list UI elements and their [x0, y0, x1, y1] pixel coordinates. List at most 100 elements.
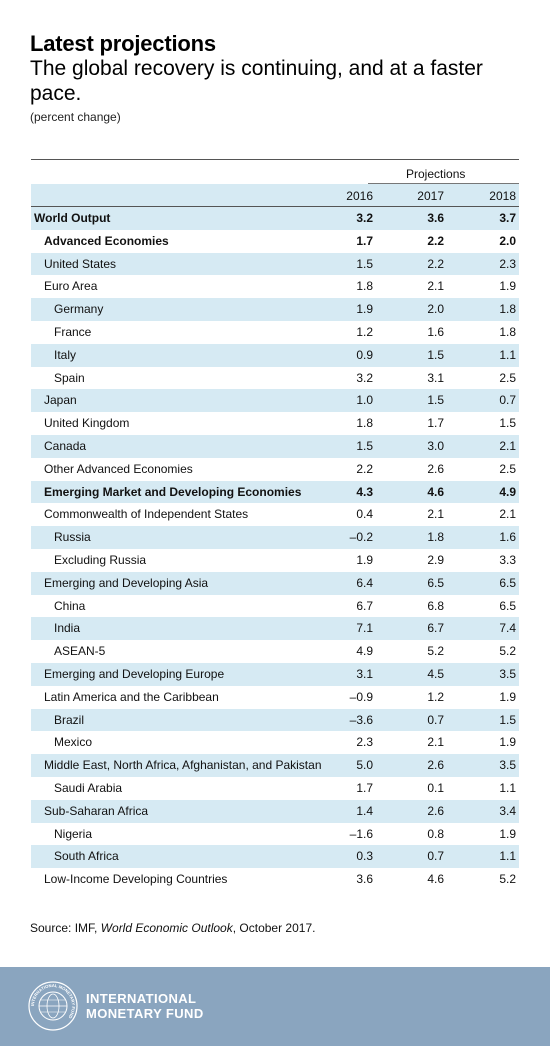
cell-2016: 7.1	[356, 621, 373, 636]
cell-2018: 1.8	[499, 302, 516, 317]
row-label: World Output	[34, 211, 111, 225]
cell-2017: 6.8	[427, 598, 444, 613]
cell-2017: 3.1	[427, 370, 444, 385]
table-row: Middle East, North Africa, Afghanistan, …	[31, 754, 519, 777]
table-top-rule	[31, 159, 519, 160]
cell-2017: 1.6	[427, 324, 444, 339]
cell-2017: 0.8	[427, 826, 444, 841]
imf-wordmark: INTERNATIONAL MONETARY FUND	[86, 991, 204, 1021]
cell-2018: 6.5	[499, 598, 516, 613]
cell-2016: 6.4	[356, 575, 373, 590]
cell-2018: 0.7	[499, 393, 516, 408]
cell-2016: 0.4	[356, 507, 373, 522]
row-label: Sub-Saharan Africa	[44, 803, 149, 818]
cell-2017: 0.7	[427, 712, 444, 727]
cell-2017: 0.7	[427, 849, 444, 864]
row-label: United States	[44, 256, 117, 271]
row-label: China	[54, 598, 86, 613]
row-label: Nigeria	[54, 826, 93, 841]
table-row: United States 1.5 2.2 2.3	[31, 252, 519, 276]
cell-2017: 3.0	[427, 438, 444, 453]
row-label: Italy	[54, 347, 77, 362]
table-row: Commonwealth of Independent States 0.4 2.1…	[31, 503, 519, 526]
cell-2018: 2.1	[499, 507, 516, 522]
cell-2016: 5.0	[356, 758, 373, 773]
cell-2016: 1.9	[356, 552, 373, 567]
table-row: Other Advanced Economies 2.2 2.6 2.5	[31, 458, 519, 481]
cell-2016: 1.4	[356, 803, 373, 818]
cell-2018: 5.2	[499, 644, 516, 659]
cell-2016: 4.3	[356, 484, 373, 499]
cell-2018: 2.5	[499, 370, 516, 385]
org-name-line1: INTERNATIONAL	[86, 991, 197, 1006]
table-row: Mexico 2.3 2.1 1.9	[31, 731, 519, 754]
cell-2016: 3.2	[356, 211, 373, 225]
table-row: Brazil –3.6 0.7 1.5	[31, 708, 519, 732]
table-row: United Kingdom 1.8 1.7 1.5	[31, 412, 519, 435]
cell-2017: 3.6	[427, 211, 444, 225]
table-row: Emerging Market and Developing Economies…	[31, 480, 519, 504]
cell-2017: 1.8	[427, 530, 444, 545]
column-header-2018: 2018	[489, 189, 516, 203]
row-label: Japan	[44, 393, 77, 408]
source-suffix: , October 2017.	[232, 921, 316, 935]
cell-2016: 6.7	[356, 598, 373, 613]
org-name-line2: MONETARY FUND	[86, 1006, 204, 1021]
table-row: France 1.2 1.6 1.8	[31, 321, 519, 344]
row-label: India	[54, 621, 81, 636]
table-row: Latin America and the Caribbean –0.9 1.2 1.…	[31, 686, 519, 709]
source-publication: World Economic Outlook	[100, 921, 233, 935]
row-label: Emerging Market and Developing Economies	[44, 484, 302, 499]
table-row: Italy 0.9 1.5 1.1	[31, 343, 519, 367]
cell-2017: 1.5	[427, 347, 444, 362]
row-label: Excluding Russia	[54, 552, 147, 567]
cell-2017: 4.5	[427, 666, 444, 681]
table-row: India 7.1 6.7 7.4	[31, 617, 519, 641]
row-label: Russia	[54, 530, 91, 545]
cell-2017: 2.9	[427, 552, 444, 567]
cell-2017: 4.6	[427, 484, 444, 499]
cell-2017: 6.5	[427, 575, 444, 590]
cell-2016: –1.6	[349, 826, 373, 841]
cell-2016: –0.9	[349, 689, 373, 704]
cell-2018: 1.9	[499, 279, 516, 294]
table-row: Sub-Saharan Africa 1.4 2.6 3.4	[31, 799, 519, 823]
cell-2018: 1.1	[499, 849, 516, 864]
cell-2018: 1.6	[499, 530, 516, 545]
row-label: Spain	[54, 370, 85, 385]
cell-2017: 2.6	[427, 803, 444, 818]
cell-2017: 2.0	[427, 302, 444, 317]
projections-rule	[368, 183, 519, 184]
row-label: Advanced Economies	[44, 233, 169, 248]
cell-2017: 1.7	[427, 416, 444, 431]
column-header-2017: 2017	[417, 189, 444, 203]
header-bottom-rule	[31, 206, 519, 207]
cell-2018: 2.5	[499, 461, 516, 476]
cell-2018: 2.3	[499, 256, 516, 271]
cell-2016: 1.8	[356, 416, 373, 431]
table-row: Advanced Economies 1.7 2.2 2.0	[31, 230, 519, 253]
table-row: Canada 1.5 3.0 2.1	[31, 434, 519, 458]
cell-2016: 3.2	[356, 370, 373, 385]
cell-2018: 2.0	[499, 233, 516, 248]
column-header-2016: 2016	[346, 189, 373, 203]
row-label: Canada	[44, 438, 87, 453]
cell-2017: 1.5	[427, 393, 444, 408]
row-label: ASEAN-5	[54, 644, 106, 659]
cell-2017: 1.2	[427, 689, 444, 704]
page-title: Latest projections	[30, 31, 216, 56]
row-label: Germany	[54, 302, 104, 317]
imf-seal-icon: INTERNATIONAL MONETARY FUND	[28, 981, 78, 1031]
cell-2017: 0.1	[427, 780, 444, 795]
cell-2017: 2.6	[427, 758, 444, 773]
row-label: Saudi Arabia	[54, 780, 123, 795]
row-label: Latin America and the Caribbean	[44, 689, 219, 704]
cell-2018: 1.1	[499, 780, 516, 795]
row-label: Low-Income Developing Countries	[44, 872, 228, 887]
cell-2018: 1.5	[499, 712, 516, 727]
table-row: ASEAN-5 4.9 5.2 5.2	[31, 640, 519, 663]
cell-2018: 3.7	[499, 211, 516, 225]
cell-2018: 1.9	[499, 735, 516, 750]
row-label: Emerging and Developing Europe	[44, 666, 225, 681]
cell-2018: 1.9	[499, 689, 516, 704]
